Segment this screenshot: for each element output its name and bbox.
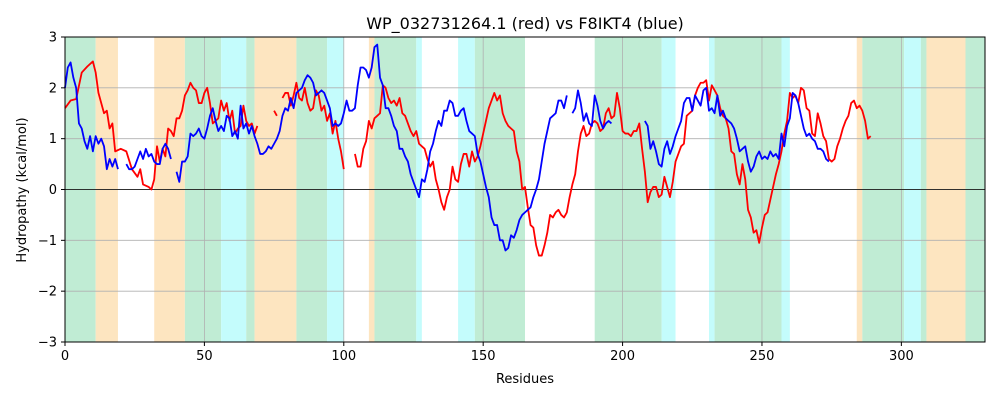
x-tick-label-6: 300 bbox=[889, 349, 914, 364]
x-tick-label-2: 100 bbox=[331, 349, 356, 364]
x-tick-label-3: 150 bbox=[471, 349, 496, 364]
y-axis-ticks: −3 −2 −1 0 1 2 3 bbox=[38, 31, 65, 351]
y-tick-label-0: −3 bbox=[38, 336, 57, 351]
y-axis-label: Hydropathy (kcal/mol) bbox=[15, 117, 30, 262]
y-tick-label-5: 2 bbox=[49, 81, 57, 96]
chart-title: WP_032731264.1 (red) vs F8IKT4 (blue) bbox=[366, 14, 684, 34]
y-tick-label-3: 0 bbox=[49, 183, 57, 198]
series-lines bbox=[64, 43, 872, 257]
x-tick-label-5: 250 bbox=[750, 349, 775, 364]
x-tick-label-4: 200 bbox=[610, 349, 635, 364]
x-axis-label: Residues bbox=[496, 372, 554, 387]
x-tick-label-0: 0 bbox=[61, 349, 69, 364]
y-tick-label-6: 3 bbox=[49, 31, 57, 46]
x-tick-label-1: 50 bbox=[196, 349, 213, 364]
x-axis-ticks: 0 50 100 150 200 250 300 bbox=[61, 342, 914, 364]
y-tick-label-1: −2 bbox=[38, 285, 57, 300]
y-tick-label-2: −1 bbox=[38, 234, 57, 249]
series-line-1 bbox=[64, 43, 830, 252]
y-tick-label-4: 1 bbox=[49, 132, 57, 147]
series-line-0 bbox=[64, 60, 872, 257]
